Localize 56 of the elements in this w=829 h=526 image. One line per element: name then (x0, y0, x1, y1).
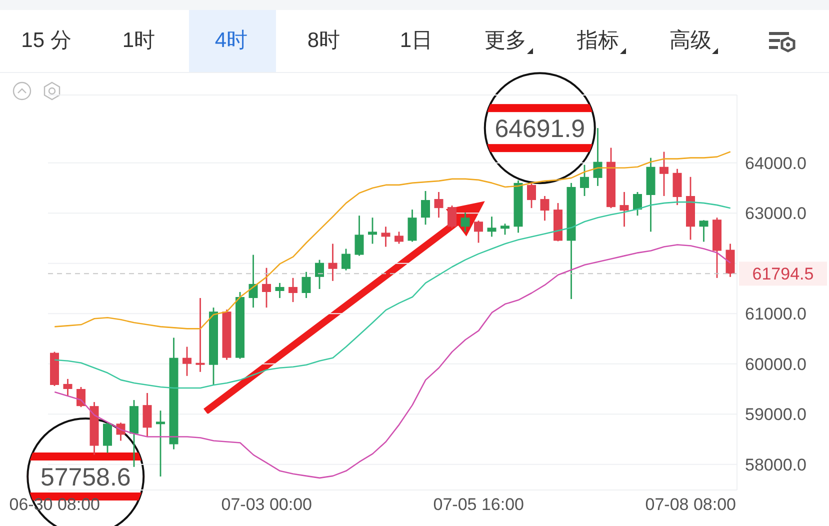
y-tick-label: 58000.0 (745, 455, 806, 474)
candlestick (328, 243, 338, 282)
y-tick-label: 59000.0 (745, 405, 806, 424)
candlestick (527, 182, 536, 209)
candlestick (487, 216, 496, 238)
candlestick (726, 243, 735, 278)
x-tick-label: 07-05 16:00 (433, 495, 524, 514)
candlestick (394, 230, 404, 244)
candlestick (342, 248, 350, 272)
candlestick (500, 222, 510, 236)
candlestick (368, 216, 377, 244)
candlestick (699, 219, 708, 242)
x-tick-label: 07-03 00:00 (221, 495, 312, 514)
candlestick (275, 282, 284, 299)
candlestick (660, 151, 668, 197)
candlestick (421, 190, 430, 226)
y-tick-label: 63000.0 (745, 204, 806, 224)
candlestick (593, 127, 602, 187)
candlestick (302, 271, 311, 299)
candlestick (182, 346, 192, 377)
candlestick (620, 191, 629, 228)
candlestick (448, 204, 456, 229)
text: 1时 (122, 29, 156, 52)
candlestick (63, 378, 72, 397)
text: 4时 (214, 29, 248, 52)
candlestick (434, 191, 444, 218)
y-tick-label: 64000.0 (745, 154, 806, 173)
candlestick (262, 267, 271, 308)
candlestick (103, 422, 112, 454)
line-series (54, 151, 732, 330)
y-tick-label: 61000.0 (745, 304, 806, 324)
text: 指标 (576, 29, 619, 52)
candlestick (156, 410, 165, 478)
text: 15 分 (21, 29, 72, 52)
candlestick (474, 220, 483, 244)
candlestick (76, 386, 86, 408)
candlestick (142, 392, 152, 438)
x-tick-label: 07-08 08:00 (645, 495, 736, 514)
candlestick (381, 226, 390, 248)
candlestick (580, 164, 589, 197)
candlestick (354, 214, 364, 257)
candlestick (460, 212, 470, 232)
candlestick (196, 297, 205, 373)
candlestick (633, 191, 642, 216)
ref-line-label: 61794.5 (752, 264, 814, 284)
text: 更多 (484, 29, 526, 52)
candlestick (288, 277, 298, 303)
text: 高级 (669, 29, 712, 52)
annotation: 64691.9 (494, 115, 586, 144)
annotation: 57758.6 (40, 464, 131, 492)
candlestick (315, 259, 324, 290)
text: 8时 (307, 29, 340, 52)
candlestick (540, 195, 550, 222)
candlestick (408, 208, 417, 242)
y-tick-label: 60000.0 (745, 354, 806, 374)
text: 1日 (400, 29, 433, 52)
